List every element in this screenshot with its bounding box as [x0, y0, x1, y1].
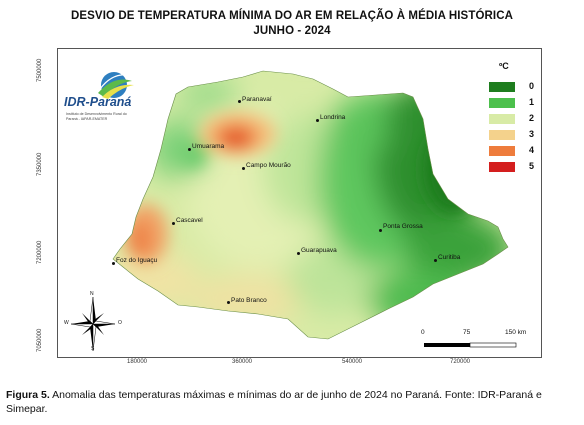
city-dot-umuarama — [188, 148, 191, 151]
city-dot-paranavai — [238, 100, 241, 103]
scale-label-0: 0 — [421, 329, 425, 336]
map-canvas — [70, 70, 517, 352]
city-label-cascavel: Cascavel — [176, 217, 203, 224]
idr-logo-mark — [98, 72, 134, 99]
map-title: DESVIO DE TEMPERATURA MÍNIMA DO AR EM RE… — [70, 10, 514, 22]
x-tick-720000: 720000 — [450, 359, 471, 365]
scale-label-150: 150 km — [505, 329, 527, 336]
city-label-londrina: Londrina — [320, 114, 346, 121]
city-dot-londrina — [316, 119, 319, 122]
city-label-ponta-grossa: Ponta Grossa — [383, 223, 423, 230]
figure-caption: Figura 5. Anomalia das temperaturas máxi… — [6, 388, 580, 416]
city-label-campo-mourao: Campo Mourão — [246, 162, 291, 169]
map-subtitle: JUNHO - 2024 — [253, 25, 331, 37]
caption-label: Figura 5. — [6, 389, 50, 401]
y-tick-7500000: 7500000 — [37, 58, 43, 82]
x-tick-360000: 360000 — [232, 359, 253, 365]
city-dot-guarapuava — [297, 252, 300, 255]
state-outline — [112, 70, 509, 340]
city-dot-campo-mourao — [242, 167, 245, 170]
y-tick-7350000: 7350000 — [37, 152, 43, 176]
city-dot-cascavel — [172, 222, 175, 225]
city-label-umuarama: Umuarama — [192, 143, 225, 150]
compass-n: N — [90, 291, 94, 297]
legend-swatch-3 — [489, 130, 515, 140]
city-label-guarapuava: Guarapuava — [301, 247, 337, 254]
scale-label-75: 75 — [463, 329, 471, 336]
compass-w: W — [64, 320, 69, 326]
legend-swatch-4 — [489, 146, 515, 156]
city-dot-ponta-grossa — [379, 229, 382, 232]
city-label-foz: Foz do Iguaçu — [116, 257, 158, 264]
city-label-curitiba: Curitiba — [438, 254, 461, 261]
anomaly-field — [113, 71, 508, 339]
caption-text: Anomalia das temperaturas máximas e míni… — [6, 389, 542, 415]
city-dot-pato-branco — [227, 301, 230, 304]
legend-swatch-5 — [489, 162, 515, 172]
legend-label-4: 4 — [529, 145, 535, 155]
legend-label-3: 3 — [529, 129, 535, 139]
city-label-pato-branco: Pato Branco — [231, 297, 267, 304]
logo-name: IDR-Paraná — [64, 95, 132, 109]
compass-rose — [70, 296, 116, 352]
legend-label-5: 5 — [529, 161, 535, 171]
city-dot-curitiba — [434, 259, 437, 262]
legend-label-0: 0 — [529, 81, 535, 91]
legend-unit: ºC — [499, 61, 509, 71]
y-tick-7200000: 7200000 — [37, 240, 43, 264]
y-tick-7050000: 7050000 — [37, 328, 43, 352]
scale-bar — [424, 342, 517, 348]
legend-label-1: 1 — [529, 97, 535, 107]
x-tick-540000: 540000 — [342, 359, 363, 365]
legend-swatch-2 — [489, 114, 515, 124]
city-label-paranavai: Paranavaí — [242, 96, 272, 103]
city-dot-foz — [112, 262, 115, 265]
legend-label-2: 2 — [529, 113, 535, 123]
x-tick-180000: 180000 — [127, 359, 148, 365]
map-frame — [57, 48, 542, 358]
logo-subtitle: Instituto de Desenvolvimento Rural do Pa… — [66, 112, 127, 121]
compass-s: S — [91, 346, 95, 352]
legend-swatch-0 — [489, 82, 515, 92]
compass-e: O — [118, 320, 122, 326]
legend-swatch-1 — [489, 98, 515, 108]
